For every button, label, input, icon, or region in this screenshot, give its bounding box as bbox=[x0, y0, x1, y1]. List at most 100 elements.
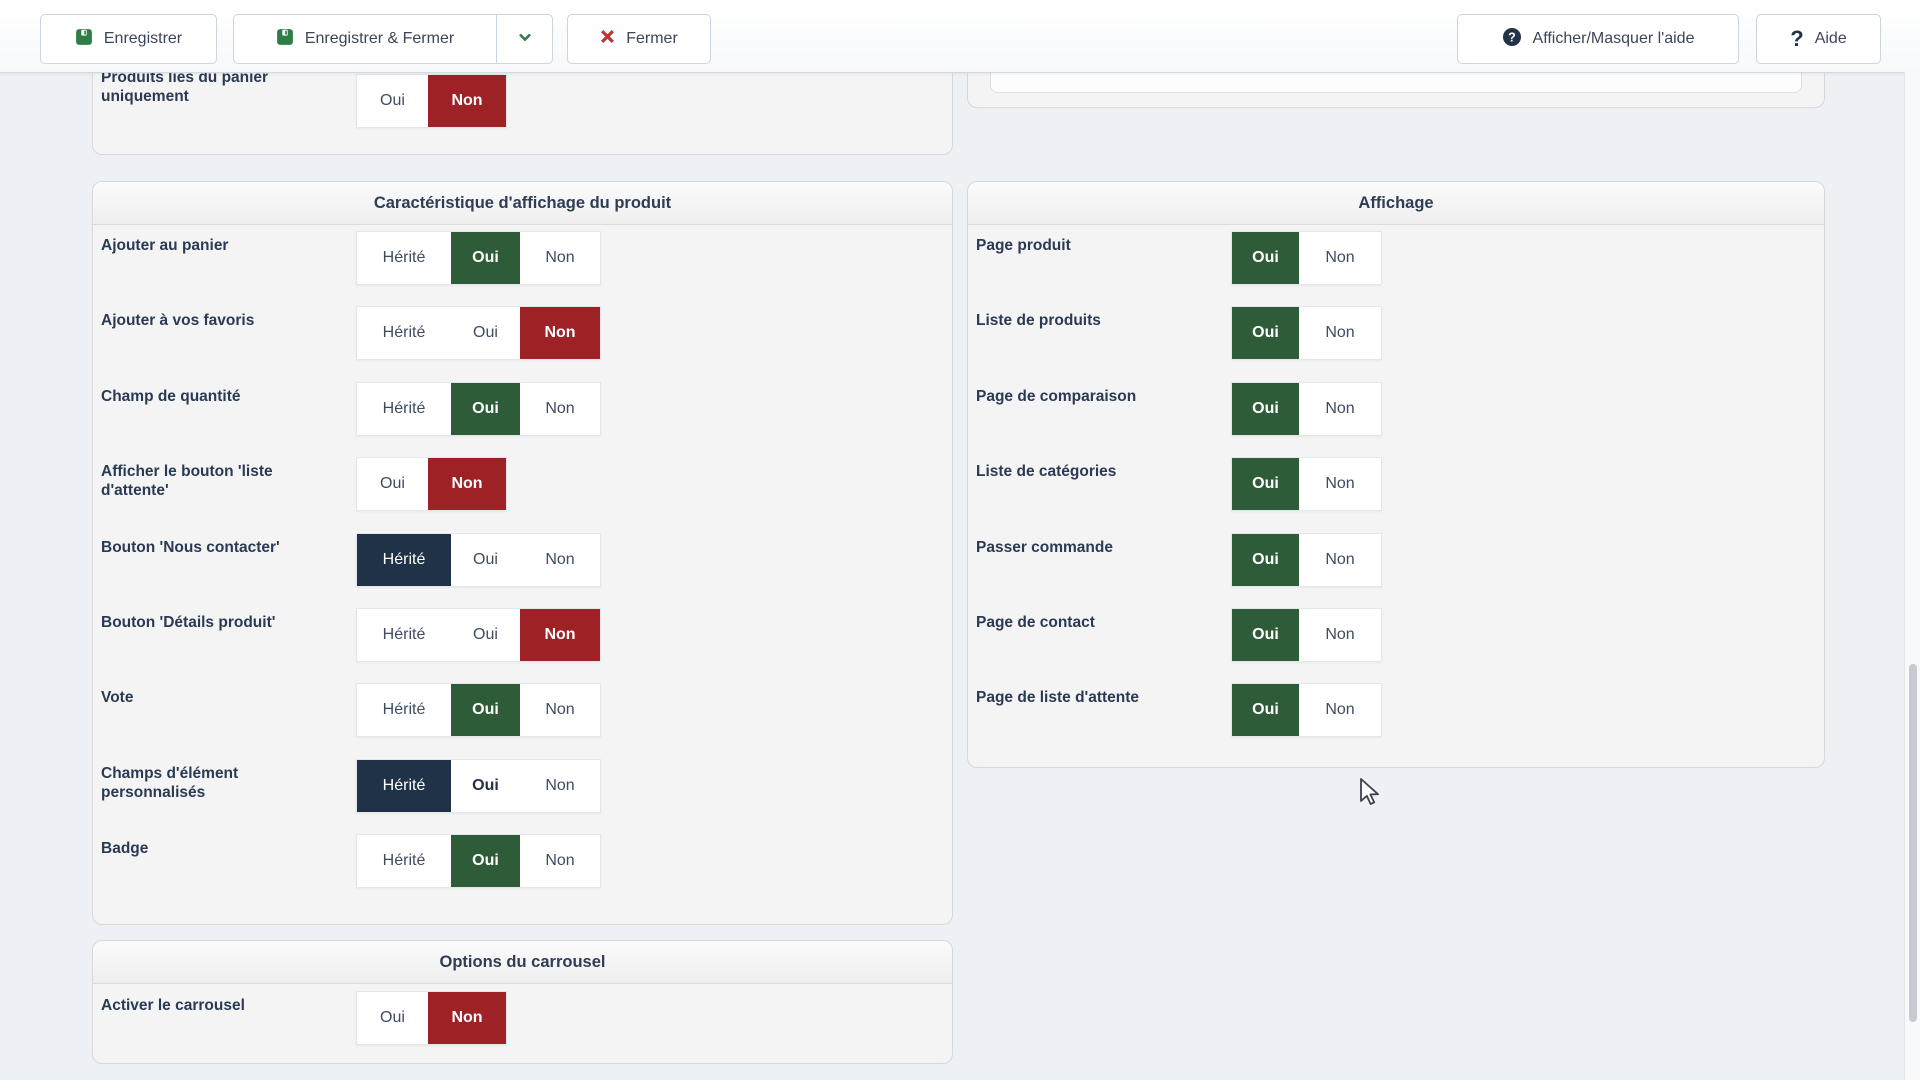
panel-product-display-options: Caractéristique d'affichage du produit A… bbox=[92, 181, 953, 925]
toggle-group-afficher-le-bouton-liste-d-attente: Oui Non bbox=[356, 457, 507, 512]
save-dropdown-toggle[interactable] bbox=[496, 15, 552, 63]
toggle-option-oui[interactable]: Oui bbox=[451, 684, 520, 737]
setting-row-ajouter-a-vos-favoris: Ajouter à vos favoris Hérité Oui Non bbox=[101, 306, 944, 361]
toggle-option-herite[interactable]: Hérité bbox=[382, 324, 426, 342]
toggle-option-non[interactable]: Non bbox=[545, 399, 575, 417]
toggle-option-oui[interactable]: Oui bbox=[1232, 307, 1299, 360]
toggle-option-herite[interactable]: Hérité bbox=[382, 249, 426, 266]
toggle-option-non[interactable]: Non bbox=[1325, 626, 1355, 643]
field-label: Activer le carrousel bbox=[101, 997, 245, 1014]
help-button-label: Aide bbox=[1814, 30, 1847, 47]
setting-row-page-de-contact: Page de contact Oui Non bbox=[976, 608, 1816, 662]
toggle-option-non[interactable]: Non bbox=[545, 852, 575, 870]
field-label: Page de contact bbox=[976, 614, 1095, 631]
toggle-option-non[interactable]: Non bbox=[428, 992, 506, 1044]
setting-row-passer-commande: Passer commande Oui Non bbox=[976, 532, 1816, 587]
toggle-option-non[interactable]: Non bbox=[428, 75, 506, 127]
rows-product-display: Ajouter au panier Hérité Oui Non Ajouter à v… bbox=[93, 224, 952, 924]
toggle-group-page-de-liste-d-attente: Oui Non bbox=[1231, 683, 1382, 738]
close-button-label: Fermer bbox=[626, 30, 678, 47]
panel-title: Affichage bbox=[968, 182, 1824, 225]
question-icon: ? bbox=[1790, 26, 1804, 51]
toggle-option-non[interactable]: Non bbox=[428, 458, 506, 511]
setting-row-champs-d-element-personnalises: Champs d'élément personnalisés Hérité Oui N… bbox=[101, 758, 944, 813]
toggle-option-non[interactable]: Non bbox=[1325, 550, 1355, 568]
toggle-option-oui[interactable]: Oui bbox=[451, 232, 520, 284]
toggle-group-page-produit: Oui Non bbox=[1231, 231, 1382, 285]
toggle-group-page-de-comparaison: Oui Non bbox=[1231, 381, 1382, 436]
toggle-option-oui[interactable]: Oui bbox=[472, 776, 499, 794]
scrollbar-thumb[interactable] bbox=[1909, 664, 1917, 1022]
toggle-option-herite[interactable]: Hérité bbox=[382, 399, 426, 417]
setting-row-liste-de-categories: Liste de catégories Oui Non bbox=[976, 457, 1816, 512]
toggle-option-non[interactable]: Non bbox=[545, 776, 575, 794]
field-label: Badge bbox=[101, 840, 149, 858]
toggle-option-herite[interactable]: Hérité bbox=[382, 701, 426, 719]
toggle-option-oui[interactable]: Oui bbox=[380, 1009, 405, 1026]
toggle-option-herite[interactable]: Hérité bbox=[357, 533, 451, 586]
toggle-option-non[interactable]: Non bbox=[1325, 399, 1355, 417]
toggle-option-non[interactable]: Non bbox=[1325, 324, 1355, 342]
save-close-button-label: Enregistrer & Fermer bbox=[304, 30, 455, 47]
close-button[interactable]: Fermer bbox=[567, 14, 711, 64]
toggle-option-non[interactable]: Non bbox=[1325, 249, 1355, 266]
field-label: Liste de produits bbox=[976, 312, 1101, 330]
svg-text:?: ? bbox=[1508, 30, 1516, 44]
save-button-label: Enregistrer bbox=[103, 30, 183, 47]
toggle-option-oui[interactable]: Oui bbox=[380, 92, 405, 109]
toggle-option-oui[interactable]: Oui bbox=[451, 382, 520, 435]
toggle-option-non[interactable]: Non bbox=[1325, 475, 1355, 493]
setting-row-page-produit: Page produit Oui Non bbox=[976, 231, 1816, 285]
panel-title: Caractéristique d'affichage du produit bbox=[93, 182, 952, 225]
toggle-help-button[interactable]: ? Afficher/Masquer l'aide bbox=[1457, 14, 1739, 64]
save-button[interactable]: Enregistrer bbox=[40, 14, 217, 64]
toggle-option-oui[interactable]: Oui bbox=[1232, 533, 1299, 586]
toggle-option-herite[interactable]: Hérité bbox=[382, 852, 426, 870]
toggle-option-oui[interactable]: Oui bbox=[473, 626, 498, 643]
toggle-option-oui[interactable]: Oui bbox=[1232, 458, 1299, 511]
toggle-group-liste-de-categories: Oui Non bbox=[1231, 457, 1382, 512]
toggle-option-non[interactable]: Non bbox=[545, 550, 575, 568]
toggle-group-produits-lies-du-panier-uniquement: Oui Non bbox=[356, 74, 507, 128]
toggle-option-non[interactable]: Non bbox=[1325, 701, 1355, 719]
toggle-group-activer-le-carrousel: Oui Non bbox=[356, 991, 507, 1045]
setting-row-page-de-comparaison: Page de comparaison Oui Non bbox=[976, 381, 1816, 436]
toggle-group-bouton-nous-contacter: Hérité Oui Non bbox=[356, 532, 601, 587]
toggle-option-oui[interactable]: Oui bbox=[1232, 232, 1299, 284]
rows-display-pages: Page produit Oui Non Liste de produits Oui No… bbox=[968, 224, 1824, 767]
toggle-option-oui[interactable]: Oui bbox=[473, 550, 498, 568]
help-circle-icon: ? bbox=[1502, 27, 1522, 52]
setting-row-bouton-details-produit: Bouton 'Détails produit' Hérité Oui Non bbox=[101, 608, 944, 662]
toggle-option-oui[interactable]: Oui bbox=[1232, 609, 1299, 661]
field-label: Ajouter à vos favoris bbox=[101, 312, 255, 330]
toggle-option-oui[interactable]: Oui bbox=[473, 324, 498, 342]
toggle-help-button-label: Afficher/Masquer l'aide bbox=[1532, 30, 1695, 47]
setting-row-bouton-nous-contacter: Bouton 'Nous contacter' Hérité Oui Non bbox=[101, 532, 944, 587]
setting-row-ajouter-au-panier: Ajouter au panier Hérité Oui Non bbox=[101, 231, 944, 285]
toggle-option-oui[interactable]: Oui bbox=[451, 835, 520, 888]
toggle-option-herite[interactable]: Hérité bbox=[382, 626, 426, 643]
vertical-scrollbar[interactable] bbox=[1904, 72, 1920, 1080]
toggle-option-non[interactable]: Non bbox=[520, 307, 600, 360]
toggle-option-oui[interactable]: Oui bbox=[1232, 684, 1299, 737]
toggle-option-oui[interactable]: Oui bbox=[380, 475, 405, 493]
toggle-option-non[interactable]: Non bbox=[545, 249, 575, 266]
field-label: Page de liste d'attente bbox=[976, 689, 1140, 707]
rows-carousel: Activer le carrousel Oui Non bbox=[93, 983, 952, 1063]
chevron-down-icon bbox=[516, 28, 534, 51]
toggle-option-non[interactable]: Non bbox=[520, 609, 600, 661]
field-label: Bouton 'Détails produit' bbox=[101, 614, 276, 631]
toggle-option-non[interactable]: Non bbox=[545, 701, 575, 719]
setting-row-vote: Vote Hérité Oui Non bbox=[101, 683, 944, 738]
field-label: Champs d'élément personnalisés bbox=[101, 764, 239, 801]
toggle-option-herite[interactable]: Hérité bbox=[357, 759, 451, 812]
toggle-group-champs-d-element-personnalises: Hérité Oui Non bbox=[356, 758, 601, 813]
toggle-group-badge: Hérité Oui Non bbox=[356, 834, 601, 889]
setting-row-liste-de-produits: Liste de produits Oui Non bbox=[976, 306, 1816, 361]
toggle-group-ajouter-au-panier: Hérité Oui Non bbox=[356, 231, 601, 285]
rows-partial-top: Produits liés du panier uniquement Oui Non bbox=[93, 41, 952, 154]
save-close-button[interactable]: Enregistrer & Fermer bbox=[234, 15, 496, 63]
help-button[interactable]: ? Aide bbox=[1756, 14, 1881, 64]
toggle-option-oui[interactable]: Oui bbox=[1232, 382, 1299, 435]
panel-carousel-options: Options du carrousel Activer le carrouse… bbox=[92, 940, 953, 1064]
